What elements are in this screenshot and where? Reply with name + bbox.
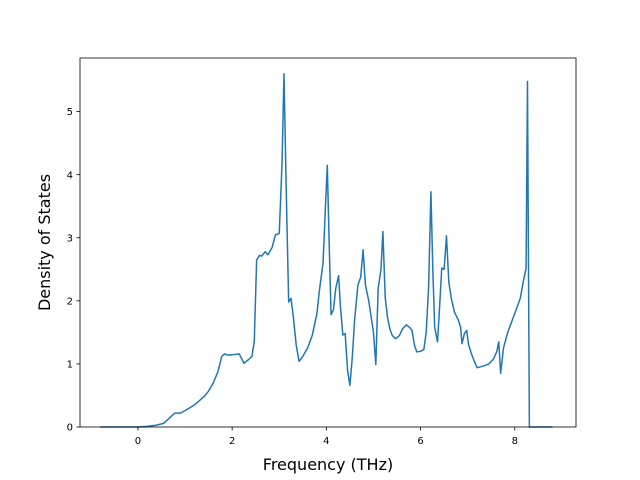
y-tick-label-1: 1 bbox=[67, 360, 73, 371]
plot-area: 0 2 4 6 8 0 1 2 3 4 5 bbox=[67, 57, 577, 447]
y-tick-label-3: 3 bbox=[67, 233, 73, 244]
y-axis-label: Density of States bbox=[35, 174, 54, 311]
y-tick-label-5: 5 bbox=[67, 107, 73, 118]
x-tick-label-4: 4 bbox=[323, 436, 329, 447]
x-tick-label-8: 8 bbox=[512, 436, 518, 447]
x-axis-label: Frequency (THz) bbox=[263, 455, 393, 474]
x-tick-label-2: 2 bbox=[229, 436, 235, 447]
y-tick-label-0: 0 bbox=[67, 423, 73, 434]
x-tick-label-0: 0 bbox=[135, 436, 141, 447]
series-line-0 bbox=[100, 73, 553, 428]
x-tick-label-6: 6 bbox=[417, 436, 423, 447]
y-tick-label-2: 2 bbox=[67, 296, 73, 307]
y-tick-label-4: 4 bbox=[67, 170, 73, 181]
axes-frame bbox=[79, 57, 577, 428]
